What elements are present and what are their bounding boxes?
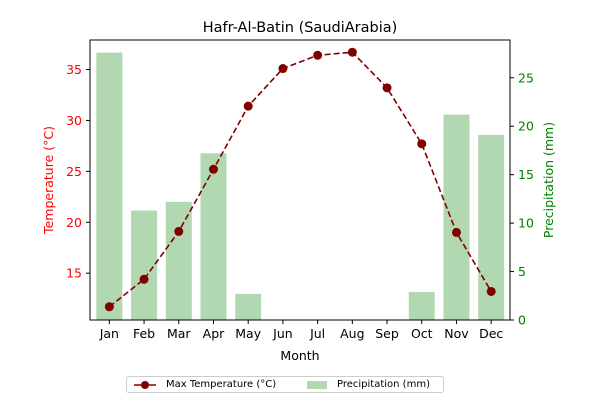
left-tick-label-20: 20 [66, 215, 82, 230]
x-tick-label-apr: Apr [203, 326, 225, 341]
legend: Max Temperature (°C) Precipitation (mm) [126, 376, 444, 393]
x-axis: Jan Feb Mar Apr May Jun Jul Aug Sep Oct Nov Dec [99, 320, 503, 341]
legend-item-precipitation: Precipitation (mm) [305, 378, 430, 392]
x-axis-label: Month [280, 348, 319, 363]
right-axis-label: Precipitation (mm) [541, 122, 556, 238]
bar-mar [165, 201, 192, 320]
bar-feb [131, 210, 158, 320]
left-axis: 15 20 25 30 35 [66, 62, 90, 281]
point-jan [104, 302, 114, 312]
right-tick-label-10: 10 [518, 216, 534, 231]
x-tick-label-sep: Sep [375, 326, 399, 341]
left-axis-label: Temperature (°C) [41, 126, 56, 235]
x-tick-label-dec: Dec [479, 326, 503, 341]
point-may [243, 101, 253, 111]
bar-apr [200, 153, 227, 320]
bar-may [235, 293, 262, 320]
x-tick-label-feb: Feb [133, 326, 155, 341]
point-oct [417, 139, 427, 149]
temperature-line [104, 47, 496, 312]
x-tick-label-may: May [235, 326, 261, 341]
bar-nov [443, 114, 470, 320]
x-tick-label-jan: Jan [99, 326, 119, 341]
right-tick-label-25: 25 [518, 70, 534, 85]
point-feb [139, 274, 149, 284]
x-tick-label-oct: Oct [411, 326, 433, 341]
point-apr [208, 164, 218, 174]
legend-bar-swatch-icon [307, 381, 327, 389]
point-sep [382, 83, 392, 93]
plot-frame [89, 39, 511, 321]
right-tick-label-0: 0 [518, 313, 526, 328]
right-tick-label-20: 20 [518, 119, 534, 134]
temperature-line-path [108, 51, 492, 308]
legend-item-temperature: Max Temperature (°C) [132, 378, 276, 392]
left-tick-label-25: 25 [66, 164, 82, 179]
bar-oct [408, 291, 435, 320]
legend-label-temperature: Max Temperature (°C) [166, 379, 277, 390]
legend-line-marker-icon [134, 381, 156, 389]
x-tick-label-aug: Aug [340, 326, 364, 341]
left-tick-label-30: 30 [66, 113, 82, 128]
point-dec [486, 286, 496, 296]
point-jun [278, 64, 288, 74]
right-tick-label-15: 15 [518, 167, 534, 182]
bar-jan [96, 52, 123, 320]
x-tick-label-nov: Nov [444, 326, 469, 341]
left-tick-label-35: 35 [66, 62, 82, 77]
precipitation-bars [96, 52, 505, 320]
chart-title: Hafr-Al-Batin (SaudiArabia) [203, 20, 398, 36]
x-tick-label-jun: Jun [272, 326, 293, 341]
left-tick-label-15: 15 [66, 266, 82, 281]
x-tick-label-mar: Mar [167, 326, 191, 341]
x-tick-label-jul: Jul [309, 326, 325, 341]
right-axis: 0 5 10 15 20 25 [510, 70, 534, 328]
point-nov [451, 227, 461, 237]
right-tick-label-5: 5 [518, 264, 526, 279]
point-jul [313, 50, 323, 60]
point-mar [174, 226, 184, 236]
legend-label-precipitation: Precipitation (mm) [337, 379, 430, 390]
point-aug [347, 47, 357, 57]
